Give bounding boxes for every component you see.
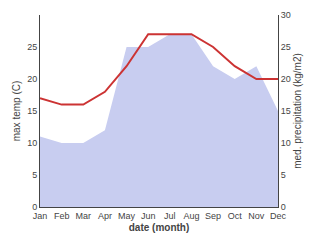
svg-text:Sep: Sep xyxy=(205,211,221,221)
svg-text:15: 15 xyxy=(281,106,291,116)
svg-text:Aug: Aug xyxy=(183,211,199,221)
svg-text:Jan: Jan xyxy=(33,211,48,221)
svg-text:May: May xyxy=(118,211,136,221)
svg-text:med. precipitation (kg/m2): med. precipitation (kg/m2) xyxy=(292,53,303,169)
svg-text:Apr: Apr xyxy=(98,211,112,221)
svg-text:10: 10 xyxy=(27,138,37,148)
svg-text:30: 30 xyxy=(281,10,291,20)
svg-text:20: 20 xyxy=(27,74,37,84)
svg-text:Oct: Oct xyxy=(228,211,243,221)
svg-text:5: 5 xyxy=(281,170,286,180)
svg-text:Feb: Feb xyxy=(54,211,70,221)
svg-text:date (month): date (month) xyxy=(129,222,190,233)
svg-text:0: 0 xyxy=(281,202,286,212)
svg-text:Jul: Jul xyxy=(164,211,176,221)
svg-text:10: 10 xyxy=(281,138,291,148)
svg-text:Dec: Dec xyxy=(270,211,287,221)
svg-text:25: 25 xyxy=(281,42,291,52)
svg-text:Mar: Mar xyxy=(76,211,92,221)
svg-text:Jun: Jun xyxy=(141,211,156,221)
svg-text:20: 20 xyxy=(281,74,291,84)
svg-text:max temp (C): max temp (C) xyxy=(11,81,22,142)
svg-text:0: 0 xyxy=(32,202,37,212)
svg-text:Nov: Nov xyxy=(248,211,265,221)
svg-text:15: 15 xyxy=(27,106,37,116)
svg-text:25: 25 xyxy=(27,42,37,52)
svg-text:5: 5 xyxy=(32,170,37,180)
